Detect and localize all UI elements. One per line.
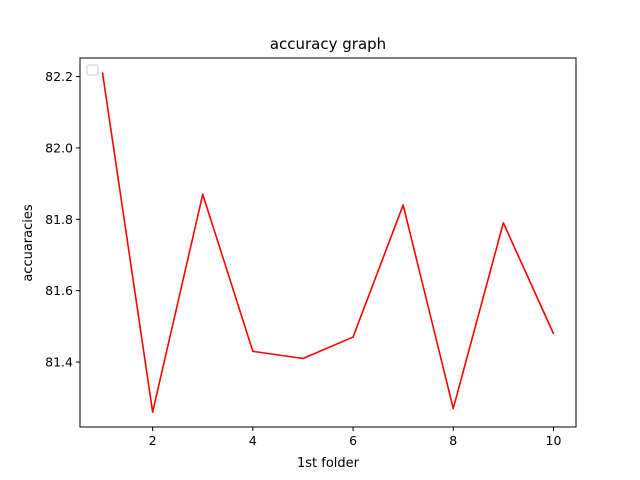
y-tick-label-81.8: 81.8 [45,212,73,227]
plot-layer: 2 4 6 8 10 81.4 81.6 81.8 82.0 82.2 [45,57,577,448]
data-point-6 [352,336,354,338]
y-tick-label-81.6: 81.6 [45,283,73,298]
x-tick-label-2: 2 [149,433,157,448]
chart-title: accuracy graph [270,35,386,53]
data-point-9 [502,222,505,224]
legend-box [86,64,99,76]
x-tick-label-8: 8 [449,433,457,448]
x-axis-label: 1st folder [297,456,360,471]
series-line-1 [101,72,555,413]
data-point-1 [101,72,104,74]
data-point-4 [252,350,254,353]
data-point-10 [552,332,555,335]
data-point-7 [402,204,404,206]
y-tick-label-82.2: 82.2 [45,69,73,84]
data-point-5 [302,357,304,360]
data-point-8 [452,407,455,410]
y-tick-label-81.4: 81.4 [45,355,73,370]
x-tick-label-10: 10 [546,433,562,448]
x-tick-label-4: 4 [249,433,257,448]
data-point-3 [201,193,204,196]
y-tick-label-82.0: 82.0 [45,140,73,155]
data-point-2 [151,411,154,413]
y-axis-label: accuaracies [21,204,36,282]
x-tick-label-6: 6 [349,433,357,448]
plot-frame [79,57,577,428]
